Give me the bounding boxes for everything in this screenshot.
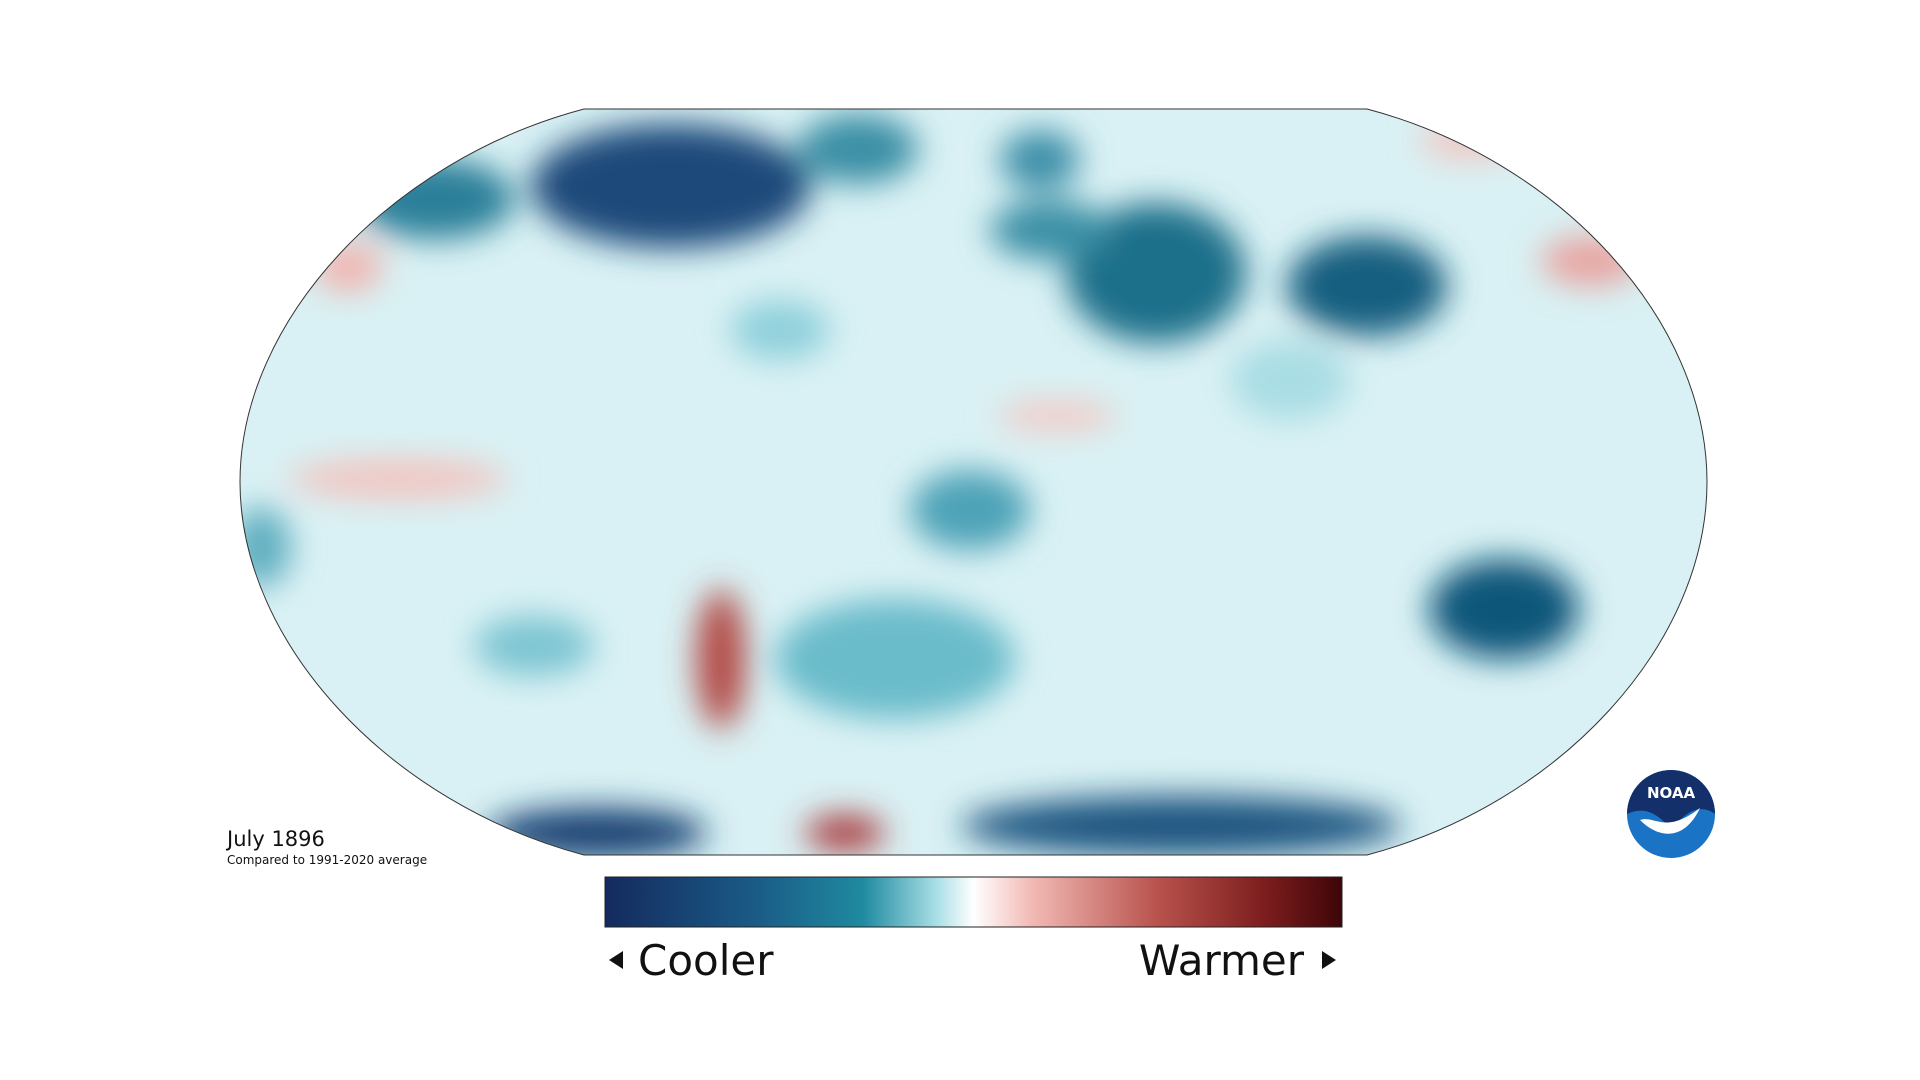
cooler-arrow [609,951,623,969]
logo-text: NOAA [1647,784,1696,802]
anomaly-region [288,459,508,499]
anomaly-region [798,114,918,184]
anomaly-region [1000,130,1080,190]
anomaly-region [1541,236,1641,286]
anomaly-region [474,616,594,676]
anomaly-region [1287,236,1447,336]
anomaly-region [487,808,707,855]
anomaly-region [910,470,1030,550]
anomaly-map [240,109,1707,855]
warmer-arrow [1322,951,1336,969]
map-title: July 1896 [225,827,325,851]
anomaly-region [730,300,830,360]
anomaly-region [1066,203,1246,343]
anomaly-region [531,124,811,248]
anomaly-region [805,815,885,851]
anomaly-region [1420,120,1520,160]
warmer-label: Warmer [1139,936,1305,985]
logo-gull [1640,808,1700,834]
anomaly-region [313,242,383,292]
anomaly-region [961,796,1401,855]
map-subtitle: Compared to 1991-2020 average [227,853,427,867]
anomaly-region [775,599,1015,719]
map-outline [239,108,1708,856]
anomaly-region [240,507,291,587]
noaa-logo: NOAA [1627,770,1715,858]
anomaly-region [1230,340,1350,420]
anomaly-region [1429,559,1579,659]
anomaly-region [355,159,515,239]
anomaly-region [997,401,1117,431]
cooler-label: Cooler [638,936,774,985]
anomaly-region [696,589,746,729]
color-scale [604,876,1343,928]
anomaly-region [990,200,1110,260]
logo-top [1627,770,1715,830]
